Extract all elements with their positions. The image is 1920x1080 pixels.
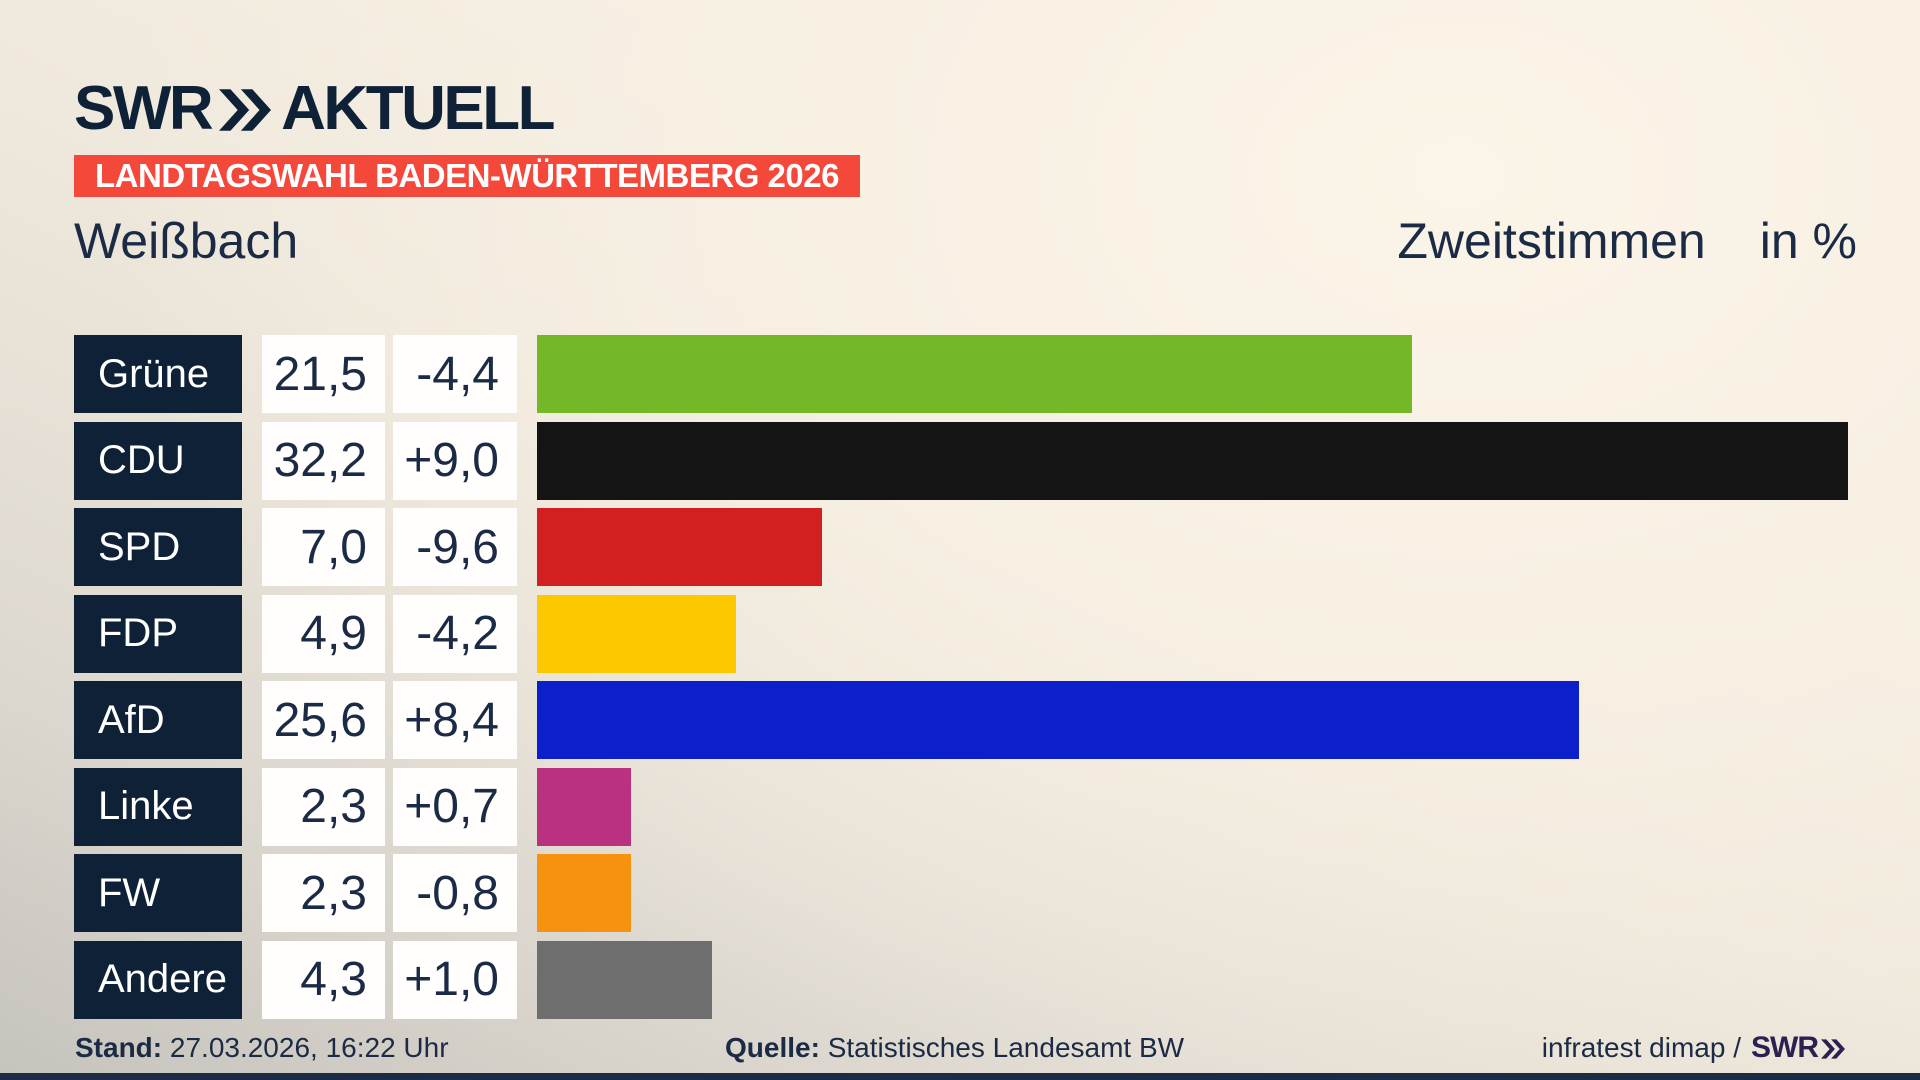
- party-bar: [537, 767, 631, 846]
- chart-header: Weißbach Zweitstimmen in %: [74, 214, 1857, 269]
- party-value: 25,6: [273, 693, 367, 747]
- party-row: CDU 32,2 +9,0: [74, 421, 1905, 500]
- party-value-box: 25,6: [262, 681, 385, 759]
- party-change: +8,4: [404, 693, 499, 747]
- party-label-box: FDP: [74, 594, 242, 673]
- party-label-box: CDU: [74, 421, 242, 500]
- party-value-box: 32,2: [262, 421, 385, 500]
- double-chevron-icon: [219, 89, 272, 131]
- logo-brand-text: SWR: [74, 74, 214, 143]
- party-change-box: +9,0: [393, 421, 517, 500]
- party-change: -9,6: [416, 520, 499, 574]
- party-value: 4,9: [300, 607, 367, 660]
- party-label-box: FW: [74, 854, 242, 932]
- party-value: 2,3: [300, 866, 367, 920]
- party-value: 2,3: [300, 780, 367, 833]
- party-bar: [537, 335, 1412, 413]
- bar-track: [537, 594, 1905, 673]
- party-row: FW 2,3 -0,8: [74, 854, 1905, 932]
- swr-aktuell-logo: SWR AKTUELL: [74, 74, 555, 143]
- double-chevron-icon: [1821, 1039, 1845, 1059]
- unit-label: in %: [1759, 213, 1857, 269]
- party-bar: [537, 681, 1579, 759]
- party-name: FDP: [98, 611, 178, 655]
- party-change: -4,4: [416, 347, 499, 401]
- party-label-box: SPD: [74, 508, 242, 586]
- source-label: Quelle:: [725, 1032, 820, 1063]
- credit-text: infratest dimap /: [1541, 1032, 1741, 1063]
- party-change-box: -0,8: [393, 854, 517, 932]
- bar-track: [537, 854, 1905, 932]
- party-row: SPD 7,0 -9,6: [74, 508, 1905, 586]
- party-change-box: +8,4: [393, 681, 517, 759]
- party-change: +1,0: [404, 953, 499, 1006]
- party-name: SPD: [98, 524, 181, 569]
- party-value-box: 7,0: [262, 508, 385, 586]
- party-change-box: +0,7: [393, 767, 517, 846]
- bar-track: [537, 940, 1905, 1019]
- party-label-box: Linke: [74, 767, 242, 846]
- party-value-box: 2,3: [262, 854, 385, 932]
- party-name: Grüne: [98, 351, 210, 396]
- election-banner: LANDTAGSWAHL BADEN-WÜRTTEMBERG 2026: [74, 155, 860, 197]
- party-value-box: 4,3: [262, 940, 385, 1019]
- municipality-title: Weißbach: [74, 213, 299, 269]
- party-change: -4,2: [416, 607, 499, 660]
- footer-brand-text: SWR: [1751, 1031, 1819, 1064]
- party-value: 21,5: [273, 347, 367, 401]
- measure-group: Zweitstimmen in %: [1397, 214, 1857, 269]
- party-name: Andere: [98, 957, 227, 1001]
- bar-track: [537, 335, 1905, 413]
- party-change-box: -4,2: [393, 594, 517, 673]
- bar-track: [537, 421, 1905, 500]
- party-value-box: 2,3: [262, 767, 385, 846]
- party-name: CDU: [98, 438, 185, 482]
- party-bar: [537, 940, 712, 1019]
- party-bar: [537, 421, 1848, 500]
- party-change: +0,7: [404, 780, 499, 833]
- party-bar: [537, 508, 822, 586]
- party-label-box: AfD: [74, 681, 242, 759]
- bottom-accent-bar: [0, 1073, 1920, 1080]
- party-name: FW: [98, 870, 161, 915]
- party-bar: [537, 594, 736, 673]
- bar-track: [537, 681, 1905, 759]
- swr-footer-logo: SWR: [1751, 1030, 1845, 1066]
- party-row: FDP 4,9 -4,2: [74, 594, 1905, 673]
- stand-label: Stand:: [75, 1032, 163, 1063]
- party-label-box: Grüne: [74, 335, 242, 413]
- logo-suffix-text: AKTUELL: [281, 74, 555, 143]
- party-row: Linke 2,3 +0,7: [74, 767, 1905, 846]
- measure-label: Zweitstimmen: [1397, 213, 1706, 269]
- party-label-box: Andere: [74, 940, 242, 1019]
- party-change: -0,8: [416, 866, 499, 920]
- bar-track: [537, 508, 1905, 586]
- party-change-box: -4,4: [393, 335, 517, 413]
- election-banner-label: LANDTAGSWAHL BADEN-WÜRTTEMBERG 2026: [95, 156, 839, 195]
- source-info: Quelle: Statistisches Landesamt BW: [725, 1030, 1184, 1066]
- results-table: Grüne 21,5 -4,4 CDU 32,2 +9,0: [74, 335, 1905, 1019]
- party-value: 4,3: [300, 953, 367, 1006]
- footer: Stand: 27.03.2026, 16:22 Uhr Quelle: Sta…: [0, 1030, 1920, 1066]
- party-row: Andere 4,3 +1,0: [74, 940, 1905, 1019]
- party-name: AfD: [98, 697, 165, 742]
- party-change-box: -9,6: [393, 508, 517, 586]
- source-value: Statistisches Landesamt BW: [827, 1032, 1185, 1063]
- stand-info: Stand: 27.03.2026, 16:22 Uhr: [75, 1030, 449, 1066]
- stand-value: 27.03.2026, 16:22 Uhr: [169, 1032, 449, 1063]
- party-row: Grüne 21,5 -4,4: [74, 335, 1905, 413]
- party-value-box: 21,5: [262, 335, 385, 413]
- credit-info: infratest dimap / SWR: [1542, 1030, 1845, 1066]
- party-change-box: +1,0: [393, 940, 517, 1019]
- party-name: Linke: [98, 784, 194, 828]
- party-value: 7,0: [300, 520, 367, 574]
- party-row: AfD 25,6 +8,4: [74, 681, 1905, 759]
- bar-track: [537, 767, 1905, 846]
- party-value: 32,2: [273, 434, 367, 487]
- party-value-box: 4,9: [262, 594, 385, 673]
- party-change: +9,0: [404, 434, 499, 487]
- party-bar: [537, 854, 631, 932]
